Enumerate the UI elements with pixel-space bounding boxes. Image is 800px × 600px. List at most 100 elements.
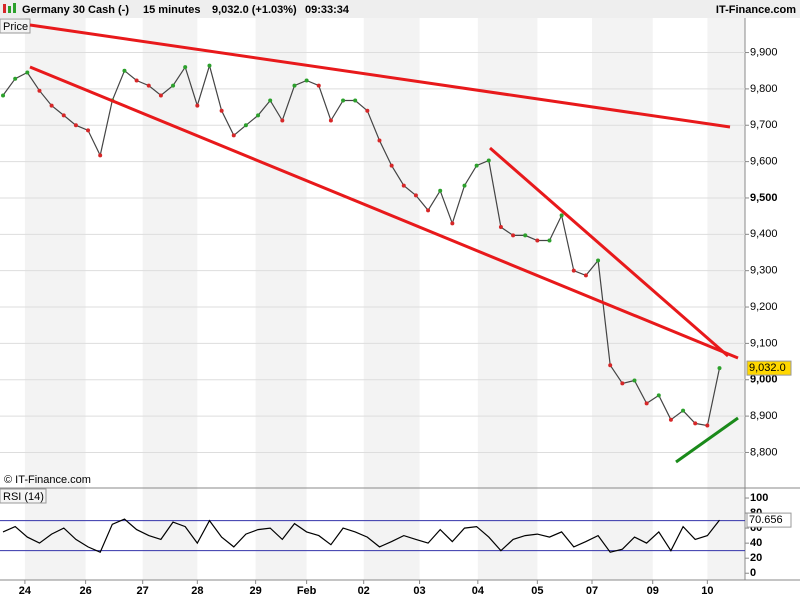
price-point — [1, 93, 6, 98]
price-point — [341, 98, 346, 103]
price-point — [401, 183, 406, 188]
logo — [3, 3, 16, 13]
price-point — [486, 158, 491, 163]
price-point — [304, 78, 309, 83]
price-point — [583, 273, 588, 278]
x-tick-label: 24 — [19, 585, 32, 597]
x-tick-label: Feb — [297, 585, 317, 597]
price-point — [256, 113, 261, 118]
trend-line — [489, 146, 729, 358]
panel-label: RSI (14) — [3, 491, 44, 503]
overlay: 9,032.0 70.656 — [746, 360, 792, 528]
price-point — [644, 401, 649, 406]
x-tick-label: 04 — [472, 585, 485, 597]
day-bands — [24, 18, 745, 580]
day-band — [255, 18, 307, 580]
price-point — [86, 128, 91, 133]
price-point — [389, 163, 394, 168]
x-tick-label: 10 — [701, 585, 713, 597]
price-point — [195, 103, 200, 108]
price-line — [2, 518, 720, 553]
price-point — [122, 68, 127, 73]
x-tick-label: 03 — [413, 585, 425, 597]
price-point — [705, 423, 710, 428]
price-point — [365, 108, 370, 113]
y-tick-label: 9,000 — [750, 374, 778, 386]
time: 09:33:34 — [305, 4, 350, 16]
y-tick-label: 100 — [750, 492, 768, 504]
x-tick-label: 27 — [137, 585, 149, 597]
trend-line — [29, 65, 739, 360]
watermark: © IT-Finance.com — [4, 474, 91, 486]
price-point — [292, 83, 297, 88]
x-tick-label: 26 — [79, 585, 91, 597]
y-tick-label: 9,600 — [750, 156, 778, 168]
y-tick-label: 9,300 — [750, 265, 778, 277]
price-point — [717, 366, 722, 371]
price-line — [2, 63, 721, 427]
price-point — [73, 123, 78, 128]
y-tick-label: 9,200 — [750, 301, 778, 313]
price-point — [61, 113, 66, 118]
trend-line — [29, 23, 731, 129]
price-point — [620, 381, 625, 386]
price-point — [98, 153, 103, 158]
price-point — [571, 268, 576, 273]
price-point — [596, 258, 601, 263]
price-point — [462, 183, 467, 188]
price-point — [559, 213, 564, 218]
price-point — [547, 238, 552, 243]
x-tick-label: 05 — [531, 585, 543, 597]
price-point — [353, 98, 358, 103]
price-point — [280, 118, 285, 123]
price-point — [231, 133, 236, 138]
day-band — [477, 18, 538, 580]
header-bar — [0, 0, 800, 18]
price-point — [426, 208, 431, 213]
y-tick-label: 8,800 — [750, 446, 778, 458]
last-value-label: 9,032.0 — [749, 362, 786, 374]
last-value-box — [746, 512, 792, 528]
y-tick-label: 40 — [750, 537, 762, 549]
price-point — [413, 193, 418, 198]
day-band — [142, 18, 198, 580]
price-point — [693, 421, 698, 426]
plot: 9,900 9,800 9,700 9,600 9,500 9,400 9,300 9,200… — [0, 46, 778, 597]
price-point — [438, 188, 443, 193]
price-point — [171, 83, 176, 88]
price-point — [13, 76, 18, 81]
price-point — [219, 108, 224, 113]
price-point — [25, 70, 30, 75]
x-tick-label: 28 — [191, 585, 203, 597]
y-tick-label: 0 — [750, 567, 756, 579]
x-tick-label: 02 — [358, 585, 370, 597]
price-point — [37, 88, 42, 93]
price-point — [328, 118, 333, 123]
price-point — [316, 83, 321, 88]
price-point — [268, 98, 273, 103]
price-point — [158, 93, 163, 98]
y-tick-label: 9,400 — [750, 228, 778, 240]
price-point — [668, 417, 673, 422]
price-point — [377, 138, 382, 143]
x-tick-label: 29 — [249, 585, 261, 597]
trend-lines — [29, 23, 739, 464]
price-point — [632, 378, 637, 383]
price-point — [243, 123, 248, 128]
trend-line — [675, 416, 739, 464]
price-point — [134, 78, 139, 83]
x-tick-label: 09 — [647, 585, 659, 597]
price-point — [608, 363, 613, 368]
price-point — [656, 393, 661, 398]
price-point — [498, 225, 503, 230]
day-band — [363, 18, 420, 580]
x-tick-label: 07 — [586, 585, 598, 597]
brand: IT-Finance.com — [716, 4, 796, 16]
y-tick-label: 9,500 — [750, 192, 778, 204]
y-tick-label: 9,900 — [750, 46, 778, 58]
y-tick-label: 9,800 — [750, 83, 778, 95]
interval: 15 minutes — [143, 4, 200, 16]
day-band — [591, 18, 653, 580]
y-tick-label: 9,700 — [750, 119, 778, 131]
